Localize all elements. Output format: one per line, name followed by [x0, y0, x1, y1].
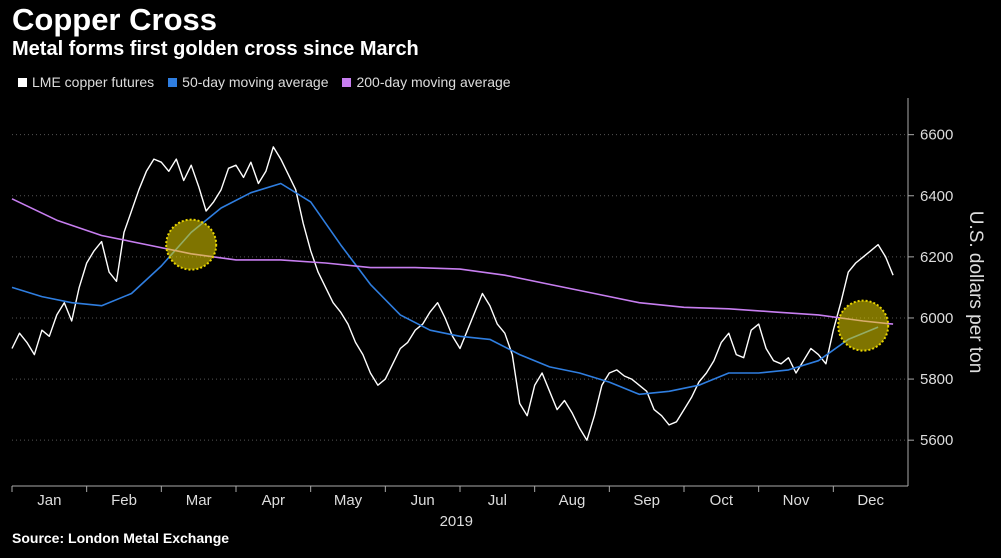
x-tick-label-Feb: Feb [111, 492, 137, 509]
axis-labels: 5600 5800 6000 6200 6400 6600 Jan Feb Mar Apr May J… [37, 127, 986, 530]
y-tick-label-6600: 6600 [920, 127, 953, 144]
x-tick-label-Oct: Oct [710, 492, 734, 509]
golden-cross-marker-2 [837, 299, 890, 352]
chart-subtitle: Metal forms first golden cross since Mar… [12, 38, 419, 60]
series-ma50-line [11, 182, 879, 396]
legend-swatch-ma50 [168, 77, 178, 87]
y-tick-label-6000: 6000 [920, 310, 953, 327]
chart-title: Copper Cross [12, 2, 217, 37]
x-tick-label-Jul: Jul [488, 492, 507, 509]
legend-label-copper: LME copper futures [32, 74, 155, 90]
series-copper-line [11, 146, 894, 441]
series-ma200-line [11, 198, 894, 325]
x-tick-label-Apr: Apr [262, 492, 285, 509]
x-tick-label-Jan: Jan [37, 492, 61, 509]
legend-label-ma50: 50-day moving average [182, 74, 329, 90]
x-tick-label-Mar: Mar [186, 492, 212, 509]
series-group [11, 146, 894, 441]
legend-item-ma50: 50-day moving average [168, 74, 328, 90]
x-tick-label-Sep: Sep [633, 492, 660, 509]
x-tick-label-May: May [334, 492, 363, 509]
x-tick-label-Dec: Dec [857, 492, 884, 509]
legend-swatch-copper [18, 77, 27, 87]
x-tick-label-Jun: Jun [411, 492, 435, 509]
x-tick-label-Aug: Aug [559, 492, 586, 509]
axes [11, 98, 914, 492]
legend-swatch-ma200 [342, 77, 352, 87]
gridlines [12, 134, 908, 441]
y-tick-label-6400: 6400 [920, 188, 953, 205]
legend-label-ma200: 200-day moving average [356, 74, 511, 90]
x-tick-label-Nov: Nov [783, 492, 810, 509]
legend: LME copper futures 50-day moving average… [18, 74, 511, 90]
legend-item-ma200: 200-day moving average [342, 74, 511, 90]
source-note: Source: London Metal Exchange [12, 530, 230, 546]
annotations [165, 218, 890, 352]
y-tick-label-5800: 5800 [920, 371, 953, 388]
y-tick-label-6200: 6200 [920, 249, 953, 266]
y-tick-label-5600: 5600 [920, 432, 953, 449]
legend-item-copper: LME copper futures [18, 74, 154, 90]
x-axis-title: 2019 [440, 513, 473, 530]
y-axis-title: U.S. dollars per ton [965, 211, 986, 374]
golden-cross-marker-1 [165, 218, 218, 271]
